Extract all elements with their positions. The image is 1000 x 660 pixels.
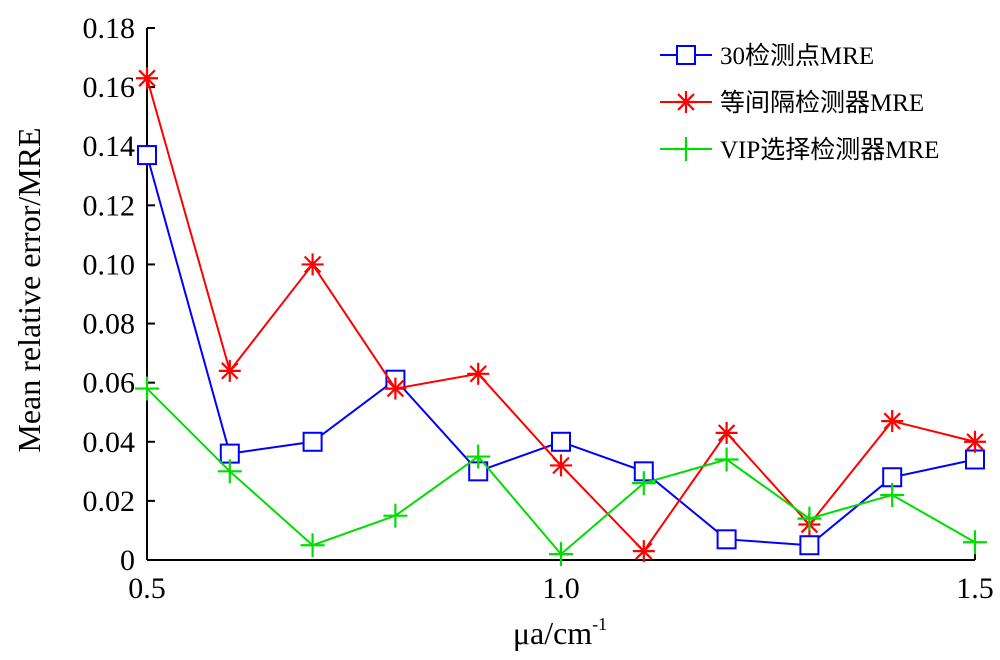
y-tick-label: 0.06 [83, 367, 136, 400]
data-point [797, 506, 822, 531]
data-point [218, 359, 241, 382]
x-axis-ticks: 0.5 1.0 1.5 [128, 552, 994, 605]
data-point [466, 444, 491, 469]
data-point [384, 377, 407, 400]
data-point [302, 431, 323, 452]
data-point [550, 454, 572, 477]
data-point [549, 542, 573, 567]
data-point [715, 421, 738, 444]
x-axis-title: μa/cm-1 [513, 614, 607, 651]
data-point [965, 449, 985, 470]
y-tick-label: 0.04 [83, 426, 136, 459]
legend-marker [676, 45, 696, 65]
data-point [632, 540, 655, 563]
series-layer [135, 67, 987, 567]
series-1 [137, 145, 985, 556]
series-line [146, 154, 976, 547]
y-tick-label: 0.18 [83, 12, 136, 45]
x-tick-label: 1.5 [956, 572, 994, 605]
legend-label: 等间隔检测器MRE [720, 89, 924, 117]
x-axis-title-superscript: -1 [592, 614, 607, 634]
data-point [551, 431, 571, 452]
data-point [799, 535, 820, 556]
y-tick-label: 0.16 [83, 71, 136, 104]
y-tick-label: 0.02 [83, 485, 136, 518]
y-tick-label: 0 [120, 544, 135, 577]
data-point [135, 376, 159, 401]
data-point [881, 410, 904, 433]
data-point [963, 530, 987, 555]
data-point [217, 459, 242, 484]
legend-marker [675, 91, 697, 113]
legend-marker [674, 137, 698, 161]
legend-label: VIP选择检测器MRE [720, 136, 939, 164]
x-axis-title-main: μa/cm [513, 615, 592, 651]
y-tick-label: 0.14 [83, 130, 136, 163]
x-tick-label: 1.0 [542, 572, 580, 605]
y-tick-label: 0.10 [83, 248, 136, 281]
data-point [136, 67, 158, 90]
data-point [301, 253, 324, 276]
legend-item-2: 等间隔检测器MRE [660, 89, 924, 117]
data-point [383, 503, 408, 528]
data-point [467, 362, 490, 385]
data-point [964, 430, 986, 453]
series-3 [135, 376, 987, 567]
data-point [714, 447, 739, 472]
x-tick-label: 0.5 [128, 572, 166, 605]
y-axis-ticks: 0 0.02 0.04 0.06 0.08 0.10 0.12 0.14 0.16 0.18 [83, 12, 155, 577]
data-point [880, 482, 905, 507]
legend: 30检测点MRE 等间隔检测器MRE VIP选择检测器MRE [660, 42, 939, 164]
legend-label: 30检测点MRE [720, 42, 874, 70]
y-tick-label: 0.12 [83, 189, 136, 222]
y-tick-label: 0.08 [83, 308, 136, 341]
legend-item-1: 30检测点MRE [660, 42, 874, 70]
data-point [300, 533, 325, 558]
data-point [137, 145, 157, 166]
data-point [716, 529, 737, 550]
legend-item-3: VIP选择检测器MRE [660, 136, 939, 164]
data-point [631, 471, 656, 496]
y-axis-title: Mean relative error/MRE [11, 127, 47, 452]
